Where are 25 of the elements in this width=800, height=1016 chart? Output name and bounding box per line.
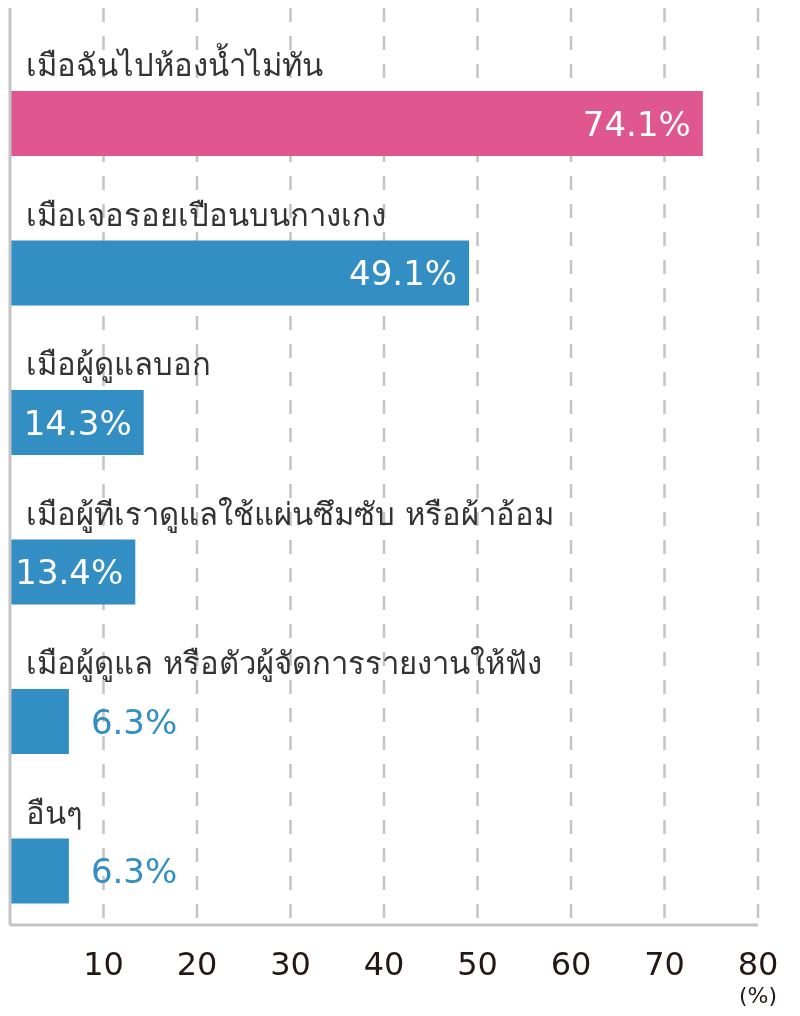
bar <box>10 240 470 306</box>
bar <box>10 91 703 156</box>
data-label: 13.4% <box>15 552 124 592</box>
y-tick-label: เมือผู้ดูแล หรือตัวผู้จัดการรายงานให้ฟัง <box>26 645 542 682</box>
data-label: 49.1% <box>349 253 458 293</box>
y-tick-label: เมือเจอรอยเปือนบนกางเกง <box>26 196 386 233</box>
y-tick-label: เมือผู้ดูแลบอก <box>26 346 211 383</box>
x-tick-label: 40 <box>363 945 405 983</box>
data-label: 14.3% <box>23 402 132 443</box>
x-axis-title: (%) <box>738 983 778 1008</box>
y-tick-label: อืนๆ <box>26 794 83 831</box>
x-tick-label: 60 <box>550 945 592 983</box>
data-label: 6.3% <box>90 701 178 742</box>
x-tick-label: 50 <box>457 945 498 983</box>
data-label: 74.1% <box>582 103 691 144</box>
x-tick-label: 70 <box>644 945 685 983</box>
data-label: 6.3% <box>90 851 178 891</box>
x-tick-label: 30 <box>270 945 311 983</box>
bar <box>10 689 69 754</box>
y-tick-label: เมือฉันไปห้องน้ำไม่ทัน <box>26 43 323 83</box>
y-tick-label: เมือผู้ทีเราดูแลใช้แผ่นซึมซับ หรือผ้าอ้อม <box>26 495 554 533</box>
x-tick-label: 80 <box>737 945 779 983</box>
bar <box>10 838 69 904</box>
x-tick-label: 10 <box>83 945 124 983</box>
x-tick-label: 20 <box>176 945 218 983</box>
